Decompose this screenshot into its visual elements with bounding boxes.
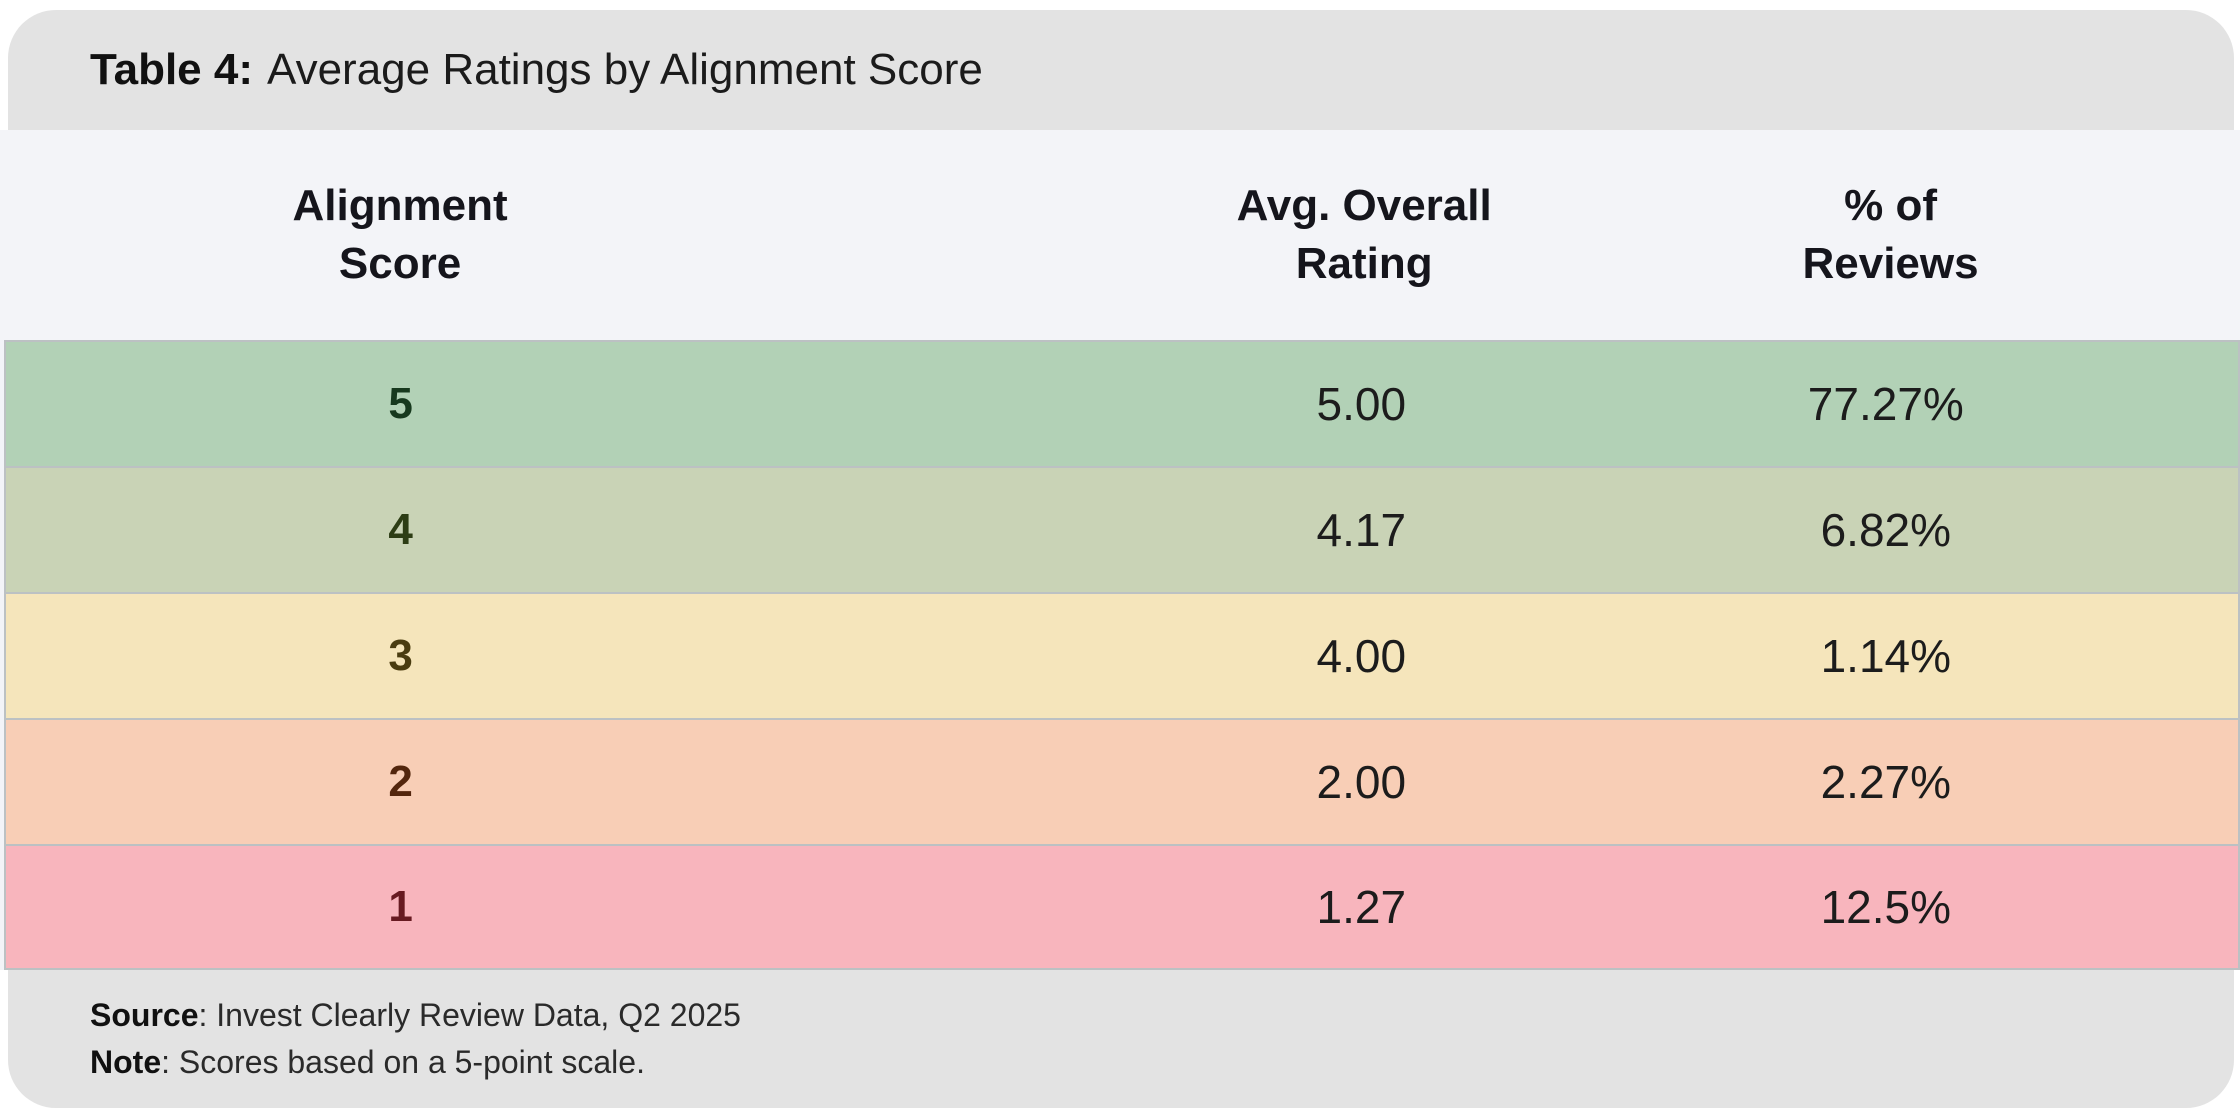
- rating-cell: 5.00: [1316, 378, 1407, 430]
- column-header-line: Score: [338, 239, 462, 288]
- rating-cell: 4.17: [1316, 504, 1407, 556]
- pct-cell: 77.27%: [1807, 378, 1964, 430]
- pct-cell: 6.82%: [1820, 504, 1952, 556]
- table-row: 4 4.17 6.82%: [4, 466, 2240, 592]
- score-cell: 2: [388, 757, 413, 806]
- note-label: Note: [90, 1044, 162, 1080]
- table-row: 5 5.00 77.27%: [4, 340, 2240, 466]
- table-header-row: Alignment Score Avg. Overall Rating % of…: [0, 130, 2240, 340]
- score-cell: 5: [388, 379, 413, 428]
- pct-cell: 1.14%: [1820, 630, 1952, 682]
- source-text: : Invest Clearly Review Data, Q2 2025: [198, 997, 741, 1033]
- column-header-line: Alignment: [292, 181, 508, 230]
- rating-cell: 2.00: [1316, 756, 1407, 808]
- table-row: 3 4.00 1.14%: [4, 592, 2240, 718]
- rating-cell: 4.00: [1316, 630, 1407, 682]
- table-caption: Table 4: Average Ratings by Alignment Sc…: [8, 10, 2234, 130]
- score-cell: 4: [388, 505, 413, 554]
- pct-cell: 2.27%: [1820, 756, 1952, 808]
- table-caption-label: Table 4:: [90, 45, 254, 94]
- pct-cell: 12.5%: [1820, 881, 1952, 933]
- column-header-line: Rating: [1295, 239, 1433, 288]
- table-body: 5 5.00 77.27% 4 4.17 6.82% 3 4.00 1.14% …: [0, 340, 2240, 970]
- source-label: Source: [90, 997, 199, 1033]
- score-cell: 3: [388, 631, 413, 680]
- score-cell: 1: [388, 882, 413, 931]
- source-line: Source: Invest Clearly Review Data, Q2 2…: [90, 992, 2234, 1039]
- column-header-alignment-score: Alignment Score: [293, 177, 508, 293]
- table-row: 2 2.00 2.27%: [4, 718, 2240, 844]
- column-header-avg-overall-rating: Avg. Overall Rating: [1237, 177, 1492, 293]
- column-header-line: Avg. Overall: [1236, 181, 1492, 230]
- table-caption-text: Average Ratings by Alignment Score: [267, 45, 983, 94]
- table-row: 1 1.27 12.5%: [4, 844, 2240, 970]
- table-footnotes: Source: Invest Clearly Review Data, Q2 2…: [8, 970, 2234, 1108]
- note-line: Note: Scores based on a 5-point scale.: [90, 1039, 2234, 1086]
- note-text: : Scores based on a 5-point scale.: [161, 1044, 645, 1080]
- rating-cell: 1.27: [1316, 881, 1407, 933]
- column-header-pct-of-reviews: % of Reviews: [1802, 177, 1978, 293]
- column-header-line: Reviews: [1802, 239, 1979, 288]
- column-header-line: % of: [1844, 181, 1937, 230]
